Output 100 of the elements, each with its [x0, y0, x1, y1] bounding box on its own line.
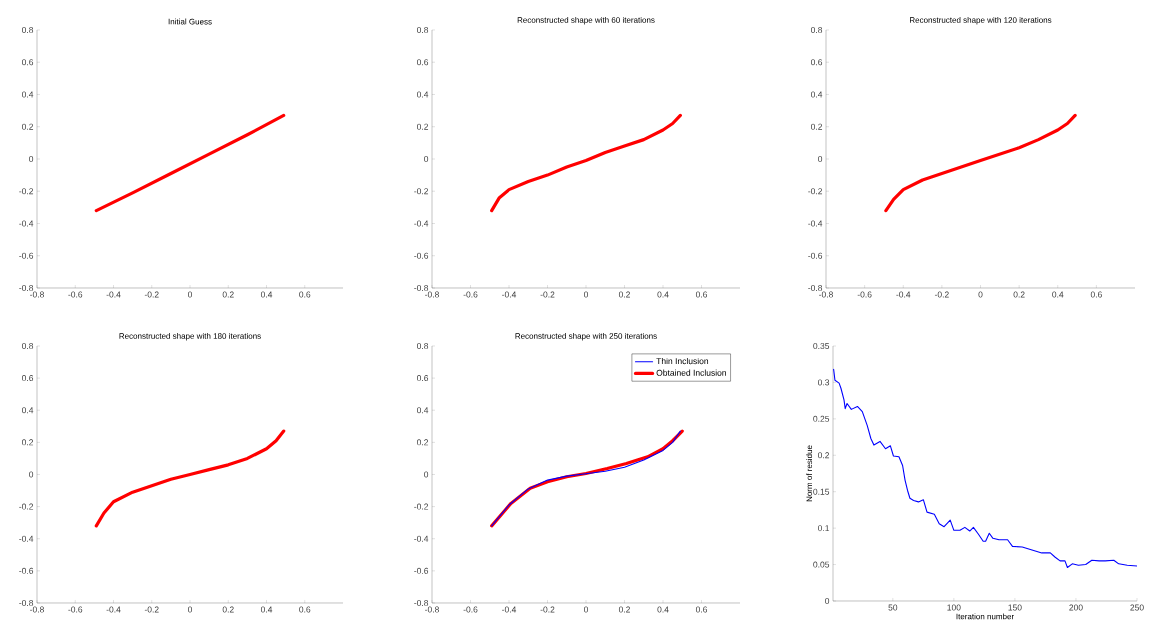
y-tick-label: -0.6	[414, 567, 429, 574]
y-tick-label: 0.6	[416, 375, 429, 382]
y-tick-label: 0	[424, 471, 429, 478]
x-tick-label: 0.2	[618, 291, 630, 298]
x-tick-label: -0.6	[68, 291, 83, 298]
y-tick-label: -0.4	[19, 220, 34, 227]
y-tick-label: 0.6	[21, 59, 34, 66]
y-tick-label: 0.8	[416, 342, 429, 349]
x-tick-label: -0.2	[540, 291, 555, 298]
y-tick-label: -0.4	[414, 535, 429, 542]
y-tick-label: 0.2	[416, 123, 429, 130]
x-tick-label: -0.4	[502, 606, 517, 613]
x-tick-label: 0.4	[657, 291, 669, 298]
y-tick-label: -0.4	[414, 220, 429, 227]
y-tick-label: -0.2	[414, 188, 429, 195]
x-tick-label: 0.6	[299, 606, 311, 613]
x-tick-label: 200	[1069, 604, 1083, 611]
y-tick-label: -0.2	[808, 188, 823, 195]
x-tick-label: 0	[978, 291, 983, 298]
y-tick-label: -0.4	[808, 220, 823, 227]
y-tick-label: 0.6	[21, 375, 34, 382]
x-tick-label: -0.6	[463, 606, 478, 613]
y-tick-label: 0	[29, 471, 34, 478]
y-tick-label: -0.6	[19, 567, 34, 574]
y-tick-label: 0.2	[21, 439, 34, 446]
y-tick-label: 0.8	[21, 342, 34, 349]
y-tick-label: -0.8	[414, 284, 429, 291]
x-tick-label: 0	[583, 291, 589, 298]
y-tick-label: -0.8	[414, 599, 429, 606]
y-tick-label: 0.8	[416, 26, 429, 33]
x-tick-label: 0.6	[1090, 291, 1102, 298]
y-tick-label: 0.4	[810, 91, 823, 98]
y-tick-label: 0.25	[813, 415, 830, 422]
y-tick-label: 0.8	[21, 26, 34, 33]
x-tick-label: -0.6	[68, 606, 83, 613]
y-tick-label: 0.6	[810, 59, 823, 66]
y-tick-label: -0.2	[19, 503, 34, 510]
y-tick-label: -0.2	[414, 503, 429, 510]
y-tick-label: -0.4	[19, 535, 34, 542]
x-tick-label: 0.6	[695, 291, 708, 298]
x-tick-label: 0.4	[657, 606, 669, 613]
chart-title: Reconstructed shape with 120 iterations	[910, 16, 1052, 25]
x-tick-label: 250	[1130, 604, 1144, 611]
y-tick-label: 0.1	[817, 525, 830, 532]
legend-label: Thin Inclusion	[656, 357, 709, 365]
chart-title: Reconstructed shape with 250 iterations	[515, 332, 657, 341]
y-tick-label: 0	[29, 155, 34, 162]
y-tick-label: 0.2	[21, 123, 34, 130]
legend-label: Obtained Inclusion	[656, 369, 726, 376]
y-tick-label: 0.15	[813, 488, 830, 495]
line-series	[833, 368, 1138, 569]
x-tick-label: -0.4	[106, 291, 121, 298]
y-tick-label: -0.2	[19, 188, 34, 195]
y-tick-label: 0.4	[416, 91, 429, 98]
chart-title: Reconstructed shape with 180 iterations	[119, 332, 261, 341]
x-tick-label: 0.2	[618, 606, 630, 613]
x-tick-label: 0.4	[260, 606, 273, 613]
y-tick-label: 0.4	[416, 407, 429, 414]
x-axis-title: Iteration number	[956, 613, 1014, 620]
x-tick-label: 0.2	[222, 606, 234, 613]
line-series	[94, 113, 286, 213]
x-tick-label: 50	[888, 604, 898, 611]
x-tick-label: -0.4	[106, 606, 121, 613]
x-tick-label: 0.4	[1052, 291, 1064, 298]
y-tick-label: 0	[825, 597, 830, 604]
x-tick-label: -0.2	[934, 291, 949, 298]
y-tick-label: 0.4	[21, 91, 34, 98]
y-tick-label: -0.6	[414, 252, 429, 259]
x-tick-label: 0	[583, 606, 589, 613]
y-tick-label: 0.6	[416, 59, 429, 66]
y-tick-label: 0.35	[813, 342, 830, 349]
x-tick-label: 0	[187, 291, 193, 298]
x-tick-label: -0.6	[463, 291, 478, 298]
x-tick-label: 0.2	[222, 291, 234, 298]
x-tick-label: -0.2	[540, 606, 555, 613]
x-tick-label: 0.6	[299, 291, 311, 298]
x-tick-label: 0.4	[260, 291, 273, 298]
y-tick-label: 0.3	[817, 379, 830, 386]
y-tick-label: 0	[818, 155, 823, 162]
y-tick-label: -0.8	[808, 284, 823, 291]
chart-title: Reconstructed shape with 60 iterations	[517, 16, 655, 25]
y-tick-label: 0.2	[817, 452, 830, 459]
y-tick-label: 0.2	[416, 439, 429, 446]
x-tick-label: -0.2	[144, 606, 159, 613]
x-tick-label: 0.6	[695, 606, 708, 613]
x-tick-label: -0.6	[857, 291, 872, 298]
x-tick-label: 100	[947, 604, 961, 611]
y-tick-label: 0.05	[813, 561, 830, 568]
x-tick-label: -0.4	[896, 291, 911, 298]
x-tick-label: -0.2	[144, 291, 159, 298]
y-tick-label: -0.8	[19, 599, 34, 606]
y-tick-label: -0.8	[19, 284, 34, 291]
chart-title: Initial Guess	[168, 18, 212, 25]
y-tick-label: 0.2	[810, 123, 823, 130]
y-axis-title: Norm of residue	[806, 445, 813, 502]
x-tick-label: 150	[1008, 604, 1022, 611]
y-tick-label: -0.6	[808, 252, 823, 259]
x-tick-label: 0	[187, 606, 193, 613]
y-tick-label: 0	[424, 155, 429, 162]
y-tick-label: -0.6	[19, 252, 34, 259]
